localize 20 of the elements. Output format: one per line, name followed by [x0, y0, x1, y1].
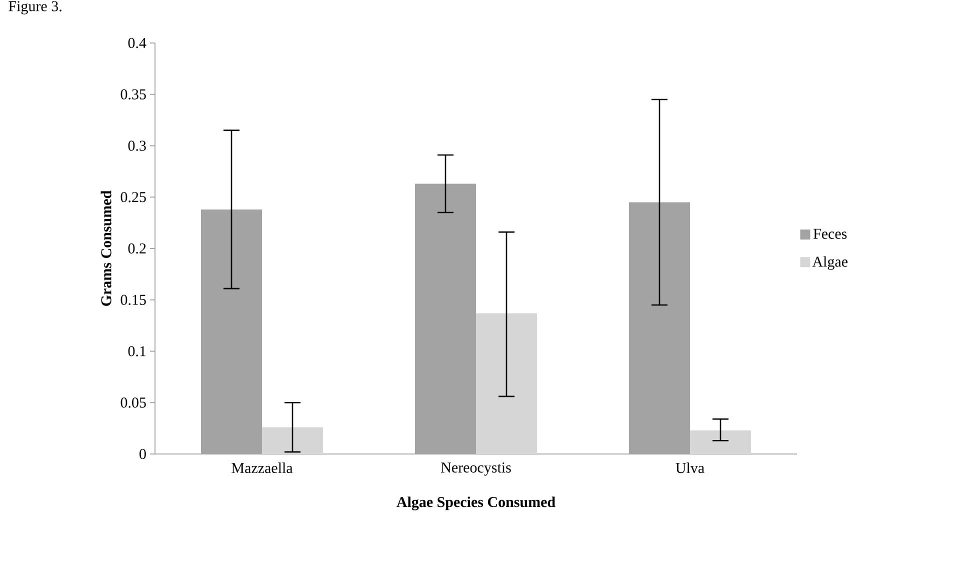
- legend-label: Feces: [813, 228, 847, 239]
- bar: [690, 430, 751, 454]
- bar: [262, 427, 324, 454]
- y-tick-label: 0.25: [120, 192, 146, 202]
- legend-label: Algae: [812, 256, 848, 270]
- y-tick-label: 0.05: [120, 398, 146, 408]
- y-tick-label: 0.3: [128, 140, 146, 151]
- y-tick-label: 0.4: [128, 38, 146, 48]
- x-tick-label: Mazzaella: [232, 462, 293, 474]
- y-tick-label: 0.2: [128, 243, 146, 254]
- bar: [476, 313, 538, 454]
- x-axis-title: Algae Species Consumed: [396, 496, 556, 510]
- y-axis-title: Grams Consumed: [100, 190, 112, 306]
- y-tick-label: 0: [140, 448, 146, 460]
- y-tick-label: 0.1: [128, 346, 146, 356]
- y-tick-label: 0.35: [120, 89, 146, 100]
- x-tick-label: Ulva: [676, 462, 704, 474]
- x-tick-label: Nereocystis: [441, 462, 511, 476]
- y-tick-label: 0.15: [120, 294, 146, 305]
- caption: Figure 3.: [8, 1, 62, 14]
